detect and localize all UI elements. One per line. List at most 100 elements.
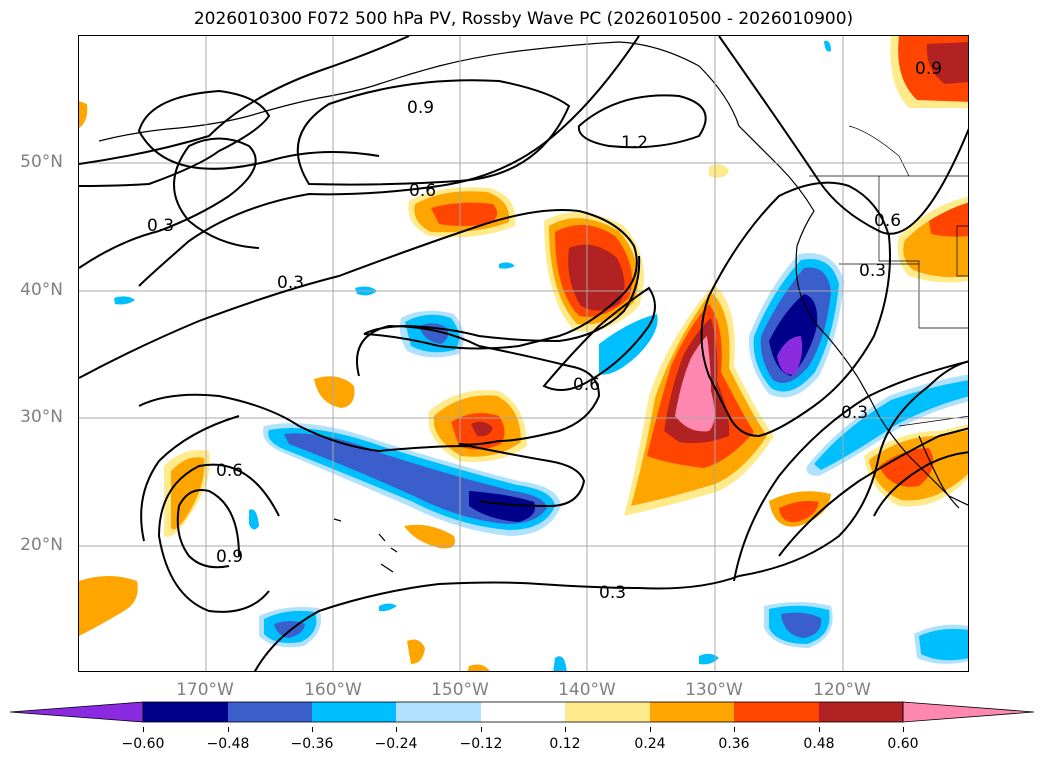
shade-negative-j bbox=[553, 656, 567, 671]
contour-0.3-east bbox=[778, 427, 968, 557]
contour-label: 0.6 bbox=[216, 461, 243, 481]
colorbar-tickmark bbox=[819, 727, 820, 732]
colorbar-bin-3 bbox=[312, 702, 396, 722]
contour-0.3-lower bbox=[140, 415, 240, 542]
colorbar-tickmark bbox=[143, 727, 144, 732]
shade-positive-m bbox=[709, 164, 729, 178]
colorbar-right-extension bbox=[902, 701, 1035, 723]
colorbar-bin-7 bbox=[650, 702, 734, 722]
colorbar-tick-label: 0.24 bbox=[634, 736, 666, 752]
contour-label: 0.3 bbox=[859, 261, 886, 281]
contour-label: 0.6 bbox=[409, 181, 436, 201]
shade-positive-l bbox=[79, 101, 88, 128]
colorbar-tick-label: 0.36 bbox=[718, 736, 750, 752]
contour-label: 0.3 bbox=[599, 583, 626, 603]
map-title: 2026010300 F072 500 hPa PV, Rossby Wave … bbox=[193, 9, 854, 29]
colorbar-tick-label: 0.48 bbox=[803, 736, 835, 752]
contour-label: 1.2 bbox=[621, 133, 648, 153]
contour-label: 0.9 bbox=[407, 98, 434, 118]
contour-0.3-sw bbox=[138, 393, 586, 508]
shade-negative-d3 bbox=[781, 612, 822, 638]
contour-0.3-loop bbox=[356, 324, 601, 446]
contour-0.3-south bbox=[254, 360, 968, 671]
contour-0.9-sw bbox=[176, 489, 240, 569]
colorbar-tick-label: 0.60 bbox=[887, 736, 919, 752]
colorbar-tickmark bbox=[312, 727, 313, 732]
map-plot: 0.9 1.2 0.6 0.3 0.3 0.6 0.6 0.3 0.3 0.6 … bbox=[79, 36, 968, 671]
contour-labels: 0.9 1.2 0.6 0.3 0.3 0.6 0.6 0.3 0.3 0.6 … bbox=[147, 59, 942, 603]
lon-label-170w: 170°W bbox=[176, 680, 234, 700]
coastline-hawaii bbox=[333, 518, 398, 573]
colorbar bbox=[9, 700, 1037, 730]
shade-positive-ne-3 bbox=[926, 42, 968, 84]
shade-negative-h bbox=[249, 509, 259, 530]
contour-label: 0.6 bbox=[874, 211, 901, 231]
shade-negative-coast5 bbox=[777, 336, 803, 375]
colorbar-tickmark bbox=[650, 727, 651, 732]
contour-0.6-mid bbox=[138, 36, 640, 287]
contour-0.6-sw bbox=[157, 463, 280, 613]
shade-negative-k bbox=[824, 40, 831, 52]
shade-negative-i bbox=[699, 653, 719, 665]
colorbar-bin-2 bbox=[228, 702, 312, 722]
colorbar-tickmark bbox=[903, 727, 904, 732]
colorbar-tickmark bbox=[396, 727, 397, 732]
shade-positive-d4 bbox=[471, 421, 493, 437]
lon-label-120w: 120°W bbox=[813, 680, 871, 700]
shade-negative-e2 bbox=[919, 628, 968, 661]
contour-0.3-north bbox=[79, 89, 380, 187]
shade-positive-a3 bbox=[431, 202, 498, 226]
contour-0.6-ridge bbox=[542, 286, 656, 391]
lon-label-140w: 140°W bbox=[558, 680, 616, 700]
lon-label-160w: 160°W bbox=[304, 680, 362, 700]
shade-negative-b bbox=[599, 314, 658, 375]
colorbar-left-extension bbox=[9, 701, 144, 723]
border-state-1 bbox=[878, 176, 968, 329]
gridlines bbox=[79, 36, 968, 671]
shade-negative-m bbox=[499, 262, 515, 269]
colorbar-tick-label: −0.36 bbox=[290, 736, 334, 752]
contour-0.3-se bbox=[733, 360, 968, 582]
contour-label: 0.6 bbox=[573, 375, 600, 395]
shade-negative-g bbox=[379, 603, 397, 612]
shade-positive-k3 bbox=[929, 202, 968, 237]
colorbar-tickmark bbox=[565, 727, 566, 732]
pv-contours bbox=[79, 36, 968, 671]
contour-label: 0.3 bbox=[841, 403, 868, 423]
contour-1.2 bbox=[577, 94, 707, 149]
coastline-alaska bbox=[98, 41, 815, 212]
colorbar-bin-5 bbox=[481, 702, 565, 722]
lat-label-20n: 20°N bbox=[20, 535, 63, 555]
colorbar-bin-6 bbox=[565, 702, 650, 722]
colorbar-tick-label: −0.24 bbox=[374, 736, 418, 752]
shade-positive-f2 bbox=[171, 457, 205, 530]
colorbar-bin-4 bbox=[396, 702, 481, 722]
shade-negative-f bbox=[114, 296, 135, 305]
colorbar-outline bbox=[142, 701, 904, 723]
contour-0.6-coast bbox=[700, 181, 891, 438]
shade-positive-e bbox=[314, 376, 355, 408]
colorbar-tick-label: −0.48 bbox=[206, 736, 250, 752]
contour-label: 0.3 bbox=[147, 216, 174, 236]
shade-positive-g bbox=[79, 576, 138, 636]
lon-label-150w: 150°W bbox=[431, 680, 489, 700]
colorbar-tickmark bbox=[734, 727, 735, 732]
contour-0.3-main bbox=[79, 137, 260, 269]
coastline bbox=[98, 41, 968, 573]
colorbar-bin-1 bbox=[143, 702, 228, 722]
coastline-baja bbox=[918, 435, 960, 509]
map-panel: 0.9 1.2 0.6 0.3 0.3 0.6 0.6 0.3 0.3 0.6 … bbox=[78, 35, 969, 672]
colorbar-tick-label: −0.12 bbox=[459, 736, 503, 752]
colorbar-tick-label: 0.12 bbox=[549, 736, 581, 752]
contour-0.6-east bbox=[718, 36, 968, 235]
colorbar-svg bbox=[9, 701, 1035, 723]
coastline-west bbox=[795, 210, 968, 506]
shade-positive-h bbox=[404, 524, 455, 549]
contour-label: 0.9 bbox=[216, 547, 243, 567]
colorbar-bin-8 bbox=[734, 702, 819, 722]
shade-positive-j3 bbox=[879, 448, 934, 487]
colorbar-tickmark bbox=[481, 727, 482, 732]
border-state-4 bbox=[956, 225, 968, 277]
shaded-fields bbox=[79, 36, 968, 671]
lat-label-30n: 30°N bbox=[20, 407, 63, 427]
